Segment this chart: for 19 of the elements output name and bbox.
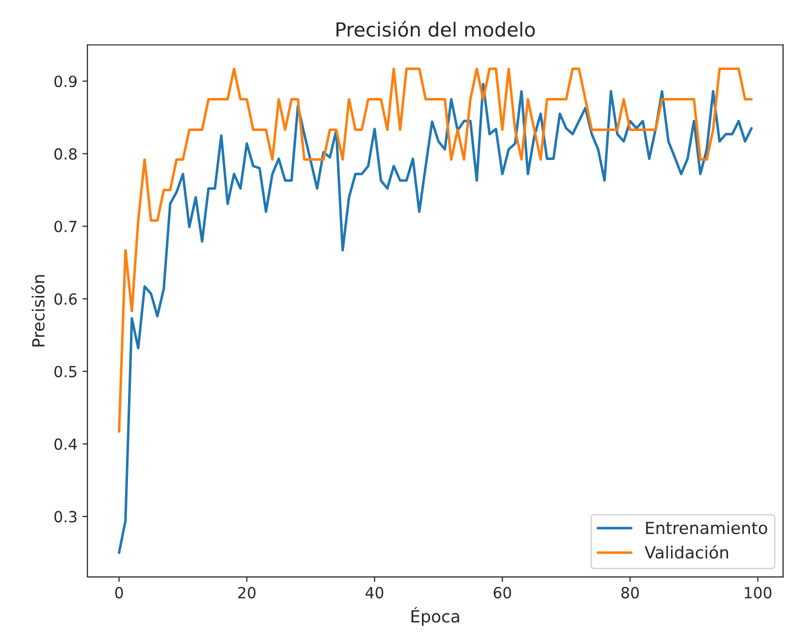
y-tick-label: 0.4: [54, 438, 77, 450]
legend-label: Entrenamiento: [646, 521, 768, 534]
y-tick-label: 0.5: [54, 366, 76, 378]
y-tick-label: 0.7: [54, 220, 76, 232]
x-tick-label: 40: [366, 586, 384, 598]
x-tick-label: 80: [621, 586, 639, 598]
y-axis-title: Precisión: [31, 275, 45, 346]
legend-label: Validación: [644, 545, 728, 559]
chart-title: Precisión del modelo: [336, 20, 535, 37]
y-tick-label: 0.3: [54, 510, 77, 522]
x-tick-label: 100: [744, 586, 772, 598]
x-tick-label: 0: [115, 586, 123, 598]
y-tick-label: 0.6: [54, 293, 77, 305]
x-tick-label: 20: [238, 586, 256, 598]
x-tick-label: 60: [494, 586, 512, 598]
x-axis-title: Época: [412, 606, 460, 626]
line-series: [118, 68, 753, 433]
y-tick-label: 0.8: [54, 148, 77, 160]
y-tick-label: 0.9: [54, 76, 77, 88]
